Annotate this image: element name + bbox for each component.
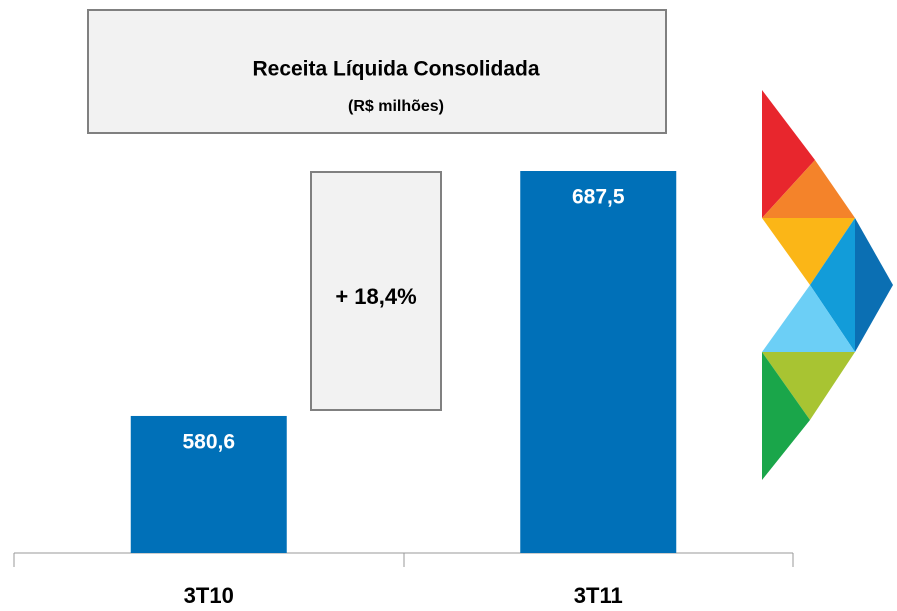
logo-part — [762, 160, 855, 218]
data-label: 687,5 — [572, 186, 625, 209]
annotation-box — [310, 171, 442, 411]
logo-part — [810, 218, 855, 352]
bar — [520, 171, 677, 553]
data-label: 580,6 — [182, 431, 235, 454]
logo-part — [762, 218, 855, 285]
logo-part — [762, 285, 855, 352]
chart-title: Receita Líquida Consolidada — [252, 58, 539, 81]
logo-part — [762, 352, 810, 480]
logo-part — [762, 352, 855, 420]
annotation: + 18,4% — [335, 284, 416, 309]
logo-part — [762, 90, 815, 218]
x-tick-label: 3T10 — [184, 583, 234, 608]
logo — [762, 90, 893, 480]
x-tick-label: 3T11 — [574, 583, 623, 608]
title-box — [87, 9, 667, 134]
x-axis — [13, 552, 794, 567]
chart-subtitle: (R$ milhões) — [348, 98, 444, 115]
logo-part — [855, 218, 893, 352]
bar — [130, 415, 287, 553]
